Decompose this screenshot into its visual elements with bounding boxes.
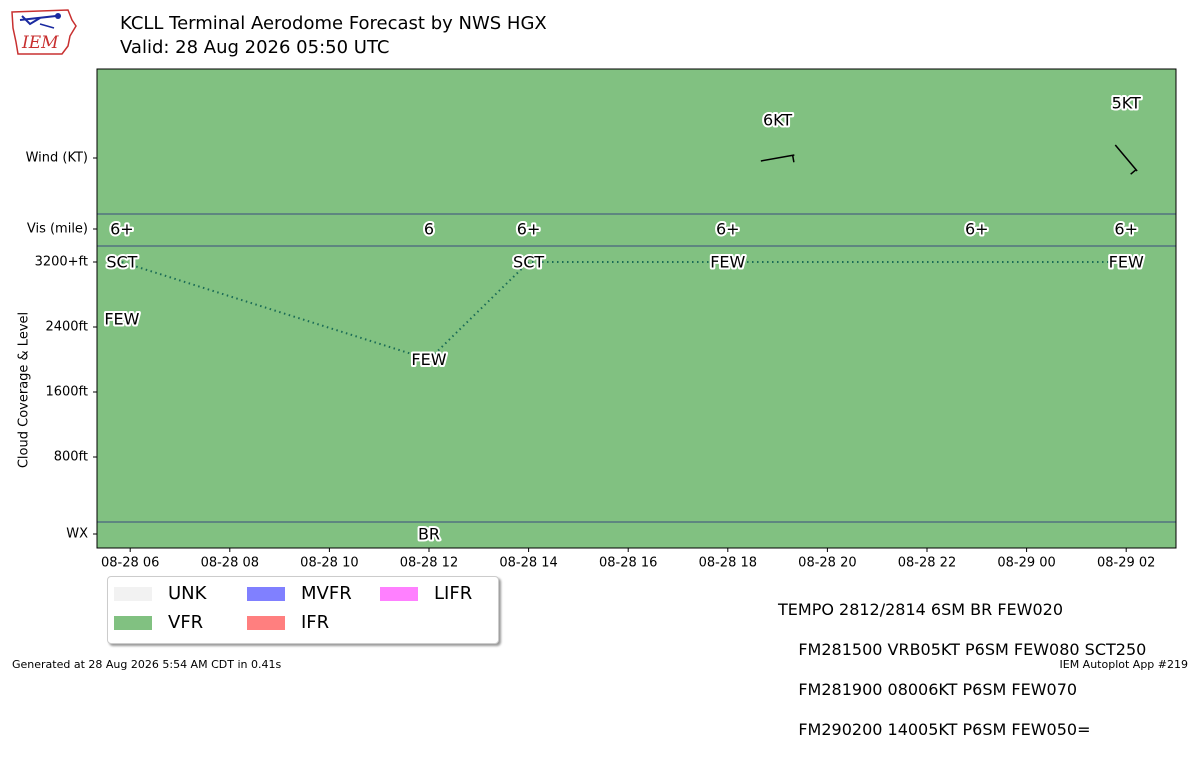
legend-label-ifr: IFR xyxy=(301,612,330,633)
cloud-coverage-label: SCT xyxy=(106,253,137,272)
y-tick-label: 2400ft xyxy=(45,320,88,335)
legend-swatch-lifr xyxy=(380,586,418,601)
taf-line: FM290200 14005KT P6SM FEW050= xyxy=(778,720,1091,739)
visibility-label: 6+ xyxy=(1114,220,1138,239)
generated-footer: Generated at 28 Aug 2026 5:54 AM CDT in … xyxy=(12,658,282,671)
iem-logo: IEM xyxy=(10,6,80,62)
y-tick-label: 800ft xyxy=(54,450,88,465)
visibility-label: 6+ xyxy=(716,220,740,239)
visibility-label: 6+ xyxy=(517,220,541,239)
legend-label-lifr: LIFR xyxy=(434,583,473,604)
chart-title: KCLL Terminal Aerodome Forecast by NWS H… xyxy=(120,13,547,34)
plot-frame xyxy=(96,68,1177,549)
visibility-label: 6 xyxy=(424,220,434,239)
y-row-label: WX xyxy=(66,527,88,542)
app-footer: IEM Autoplot App #219 xyxy=(1059,658,1189,671)
legend-label-mvfr: MVFR xyxy=(301,583,352,604)
x-tick-label: 08-29 02 xyxy=(1097,556,1155,571)
x-tick-label: 08-28 12 xyxy=(400,556,458,571)
x-tick-label: 08-28 14 xyxy=(499,556,557,571)
x-tick-label: 08-28 20 xyxy=(798,556,856,571)
visibility-label: 6+ xyxy=(110,220,134,239)
cloud-coverage-label: FEW xyxy=(1109,253,1144,272)
legend: UNK MVFR LIFR VFR IFR xyxy=(107,576,499,644)
wind-speed-label: 5KT xyxy=(1112,94,1141,113)
visibility-label: 6+ xyxy=(965,220,989,239)
taf-line: FM281500 VRB05KT P6SM FEW080 SCT250 xyxy=(778,640,1147,659)
y-row-label: Vis (mile) xyxy=(27,222,88,237)
x-tick-label: 08-28 08 xyxy=(201,556,259,571)
wind-barb xyxy=(1114,144,1138,172)
cloud-coverage-label: SCT xyxy=(513,253,544,272)
chart-subtitle: Valid: 28 Aug 2026 05:50 UTC xyxy=(120,37,390,58)
y-axis-label: Cloud Coverage & Level xyxy=(17,312,32,468)
x-tick-label: 08-28 16 xyxy=(599,556,657,571)
cloud-level-line xyxy=(121,261,1127,361)
cloud-coverage-label: FEW xyxy=(104,309,139,328)
legend-item-ifr: IFR xyxy=(247,612,329,633)
x-tick-label: 08-29 00 xyxy=(997,556,1055,571)
legend-swatch-mvfr xyxy=(247,586,285,601)
iowa-state-logo-icon: IEM xyxy=(11,9,77,55)
x-tick-label: 08-28 22 xyxy=(898,556,956,571)
legend-item-vfr: VFR xyxy=(114,612,203,633)
plot-background xyxy=(97,69,1176,548)
taf-plot: Wind (KT) Vis (mile) WX 800ft 1600ft 2400ft 32… xyxy=(17,68,1177,571)
taf-line: TEMPO 2812/2814 6SM BR FEW020 xyxy=(778,600,1064,619)
cloud-coverage-label: FEW xyxy=(710,253,745,272)
wind-barb-tick xyxy=(791,155,795,163)
legend-item-unk: UNK xyxy=(114,583,206,604)
wind-barb xyxy=(760,154,795,162)
legend-label-vfr: VFR xyxy=(168,612,204,633)
x-tick-label: 08-28 18 xyxy=(699,556,757,571)
legend-swatch-unk xyxy=(114,586,152,601)
wind-speed-label: 6KT xyxy=(763,111,792,130)
taf-line: FM281900 08006KT P6SM FEW070 xyxy=(778,680,1078,699)
legend-label-unk: UNK xyxy=(168,583,207,604)
x-tick-label: 08-28 10 xyxy=(300,556,358,571)
y-tick-label: 1600ft xyxy=(45,385,88,400)
weather-label: BR xyxy=(418,525,440,544)
legend-item-mvfr: MVFR xyxy=(247,583,352,604)
x-tick-label: 08-28 06 xyxy=(101,556,159,571)
legend-swatch-ifr xyxy=(247,615,285,630)
wind-barb-tick xyxy=(1130,169,1137,175)
y-tick-label: 3200+ft xyxy=(35,255,88,270)
legend-item-lifr: LIFR xyxy=(380,583,472,604)
logo-text: IEM xyxy=(21,33,59,53)
legend-swatch-vfr xyxy=(114,615,152,630)
y-row-label: Wind (KT) xyxy=(26,151,88,166)
cloud-coverage-label: FEW xyxy=(411,350,446,369)
